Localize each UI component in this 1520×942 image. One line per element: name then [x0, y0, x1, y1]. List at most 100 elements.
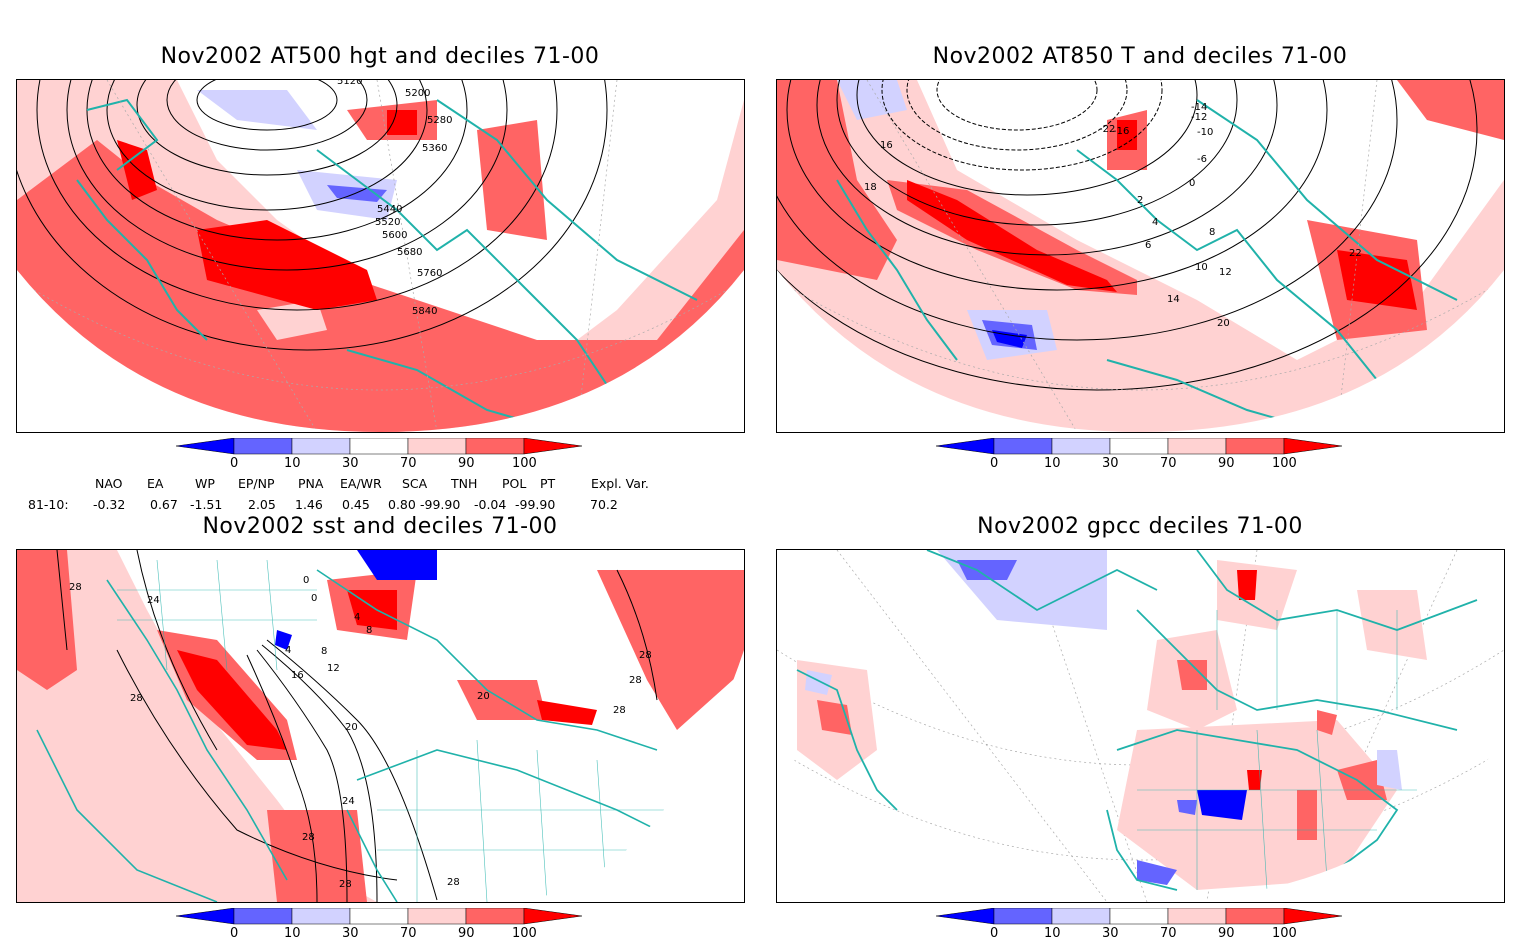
- contour-label: -6: [1197, 154, 1207, 165]
- colorbar-tick: 0: [990, 926, 998, 938]
- index-value: -1.51: [190, 497, 223, 512]
- colorbar-tick: 100: [1272, 926, 1297, 938]
- index-header: WP: [195, 476, 215, 491]
- colorbar-tick: 90: [458, 926, 475, 938]
- contour-label: 5200: [405, 88, 430, 99]
- contour-label: 20: [477, 691, 490, 702]
- contour-label: 14: [1167, 294, 1180, 305]
- index-header: SCA: [402, 476, 428, 491]
- colorbar-tick: 70: [400, 456, 417, 468]
- index-header: EA: [147, 476, 164, 491]
- contour-label: 0: [303, 575, 309, 586]
- colorbar-tick: 0: [990, 456, 998, 468]
- contour-label: 20: [1217, 318, 1230, 329]
- panel-title-gpcc: Nov2002 gpcc deciles 71-00: [977, 514, 1303, 539]
- contour-label: 5840: [412, 306, 437, 317]
- contour-label: 16: [291, 670, 304, 681]
- index-value: -99.90: [515, 497, 556, 512]
- colorbar-tick: 30: [342, 926, 359, 938]
- contour-label: -14: [1191, 102, 1207, 113]
- index-value: 0.80: [388, 497, 416, 512]
- colorbar-bottom-left: 0 10 30 70 90 100: [175, 907, 596, 941]
- contour-label: -12: [1191, 112, 1207, 123]
- colorbar-tick: 10: [284, 926, 301, 938]
- index-row-label: 81-10:: [28, 497, 69, 512]
- index-header: NAO: [95, 476, 123, 491]
- contour-label: 5680: [397, 247, 422, 258]
- contour-label: 4: [1152, 217, 1158, 228]
- contour-label: 8: [321, 646, 327, 657]
- index-value: -99.90: [420, 497, 461, 512]
- contour-label: 12: [1219, 267, 1232, 278]
- index-value: 0.45: [342, 497, 370, 512]
- contour-label: 16: [880, 140, 893, 151]
- contour-label: 24: [147, 595, 160, 606]
- contour-label: 28: [447, 877, 460, 888]
- contour-label: 28: [302, 832, 315, 843]
- contour-label: 0: [1189, 178, 1195, 189]
- index-header: EP/NP: [238, 476, 275, 491]
- index-value: -0.04: [474, 497, 507, 512]
- colorbar-tick: 90: [1218, 456, 1235, 468]
- colorbar-tick: 70: [1160, 926, 1177, 938]
- contour-label: 4: [285, 645, 291, 656]
- panel-title-at850: Nov2002 AT850 T and deciles 71-00: [932, 44, 1348, 69]
- colorbar-tick: 10: [284, 456, 301, 468]
- index-header: Expl. Var.: [591, 476, 649, 491]
- colorbar-tick: 90: [458, 456, 475, 468]
- index-header: EA/WR: [340, 476, 382, 491]
- index-header: TNH: [451, 476, 478, 491]
- contour-label: 5600: [382, 230, 407, 241]
- contour-label: 4: [354, 612, 360, 623]
- colorbar-tick: 30: [342, 456, 359, 468]
- colorbar-tick: 70: [1160, 456, 1177, 468]
- contour-label: 28: [629, 675, 642, 686]
- contour-label: 0: [311, 593, 317, 604]
- contour-label: -10: [1197, 127, 1213, 138]
- contour-label: 5360: [422, 143, 447, 154]
- index-value: 2.05: [248, 497, 276, 512]
- index-value: -0.32: [93, 497, 126, 512]
- colorbar-tick: 90: [1218, 926, 1235, 938]
- contour-label: 5280: [427, 115, 452, 126]
- contour-label: 28: [613, 705, 626, 716]
- index-value: 1.46: [295, 497, 323, 512]
- map-at850-t: -22 -16 -14 -12 -10 -6 0 2 4 6 8 10 12 1…: [776, 79, 1505, 433]
- contour-label: -22: [1099, 124, 1115, 135]
- colorbar-tick: 70: [400, 926, 417, 938]
- colorbar-tick: 100: [512, 456, 537, 468]
- contour-label: 8: [366, 625, 372, 636]
- contour-label: 5760: [417, 268, 442, 279]
- contour-label: 6: [1145, 240, 1151, 251]
- contour-label: 28: [639, 650, 652, 661]
- colorbar-bottom-right: 0 10 30 70 90 100: [935, 907, 1356, 941]
- index-header: PT: [540, 476, 556, 491]
- contour-label: 5520: [375, 217, 400, 228]
- colorbar-tick: 100: [512, 926, 537, 938]
- index-header: POL: [502, 476, 527, 491]
- map-at500-hgt: 5120 5200 5280 5360 5440 5520 5600 5680 …: [16, 79, 745, 433]
- colorbar-tick: 30: [1102, 926, 1119, 938]
- index-value: 0.67: [150, 497, 178, 512]
- contour-label: 8: [1209, 227, 1215, 238]
- colorbar-tick: 0: [230, 456, 238, 468]
- contour-label: 22: [1349, 248, 1362, 259]
- contour-label: 28: [339, 879, 352, 890]
- contour-label: 5120: [337, 80, 362, 87]
- colorbar-tick: 30: [1102, 456, 1119, 468]
- contour-label: 12: [327, 663, 340, 674]
- colorbar-top-right: 0 10 30 70 90 100: [935, 437, 1356, 471]
- map-gpcc: [776, 549, 1505, 903]
- colorbar-tick: 0: [230, 926, 238, 938]
- contour-label: 5440: [377, 204, 402, 215]
- colorbar-tick: 10: [1044, 456, 1061, 468]
- colorbar-top-left: 0 10 30 70 90 100: [175, 437, 596, 471]
- colorbar-tick: 10: [1044, 926, 1061, 938]
- contour-label: 24: [342, 796, 355, 807]
- contour-label: 20: [345, 722, 358, 733]
- contour-label: 2: [1137, 195, 1143, 206]
- contour-label: 18: [864, 182, 877, 193]
- colorbar-tick: 100: [1272, 456, 1297, 468]
- panel-title-at500: Nov2002 AT500 hgt and deciles 71-00: [160, 44, 600, 69]
- contour-label: 28: [130, 693, 143, 704]
